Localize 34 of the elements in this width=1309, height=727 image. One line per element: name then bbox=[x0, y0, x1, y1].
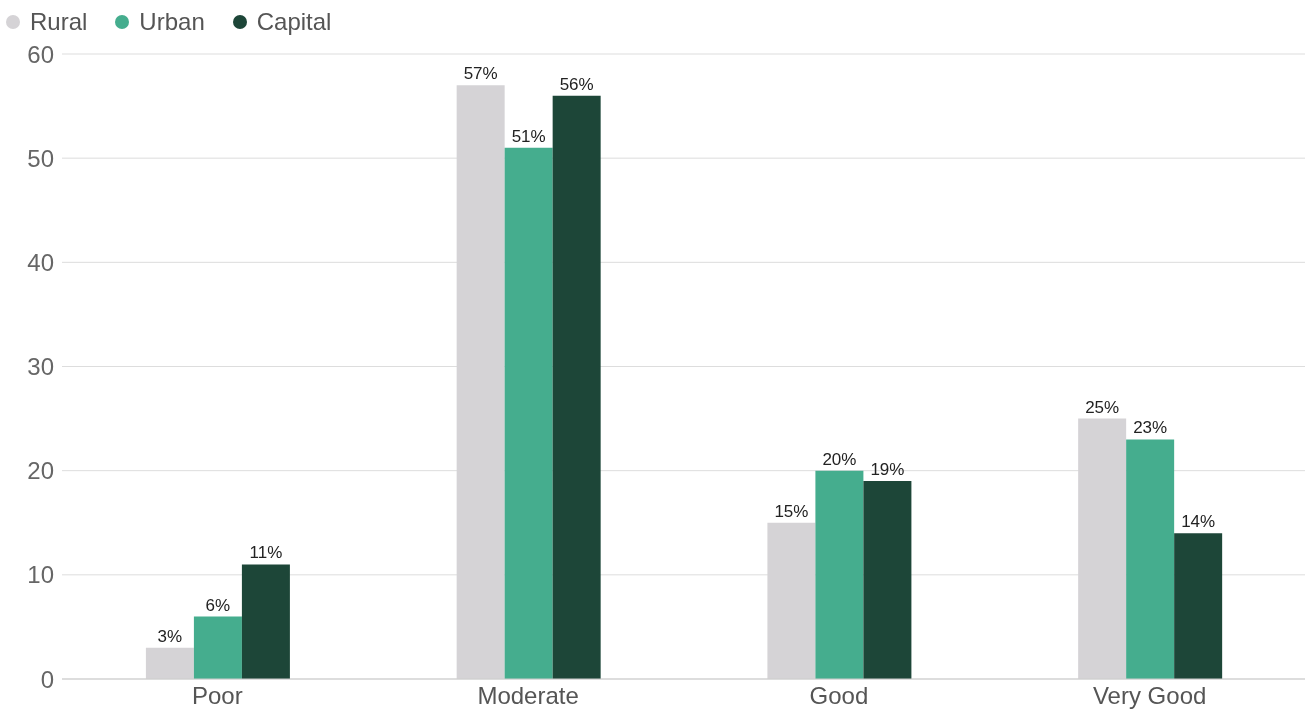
bar bbox=[815, 470, 864, 679]
data-label: 23% bbox=[1133, 418, 1168, 438]
bar bbox=[1174, 533, 1223, 679]
data-label: 57% bbox=[463, 64, 498, 84]
x-tick-label: Poor bbox=[192, 682, 243, 710]
y-tick-label: 0 bbox=[40, 665, 54, 693]
data-label: 56% bbox=[559, 74, 594, 94]
bar bbox=[863, 481, 912, 679]
x-tick-label: Good bbox=[809, 682, 869, 710]
bar bbox=[504, 147, 553, 679]
legend-label: Capital bbox=[256, 8, 332, 36]
bar bbox=[193, 616, 242, 679]
y-tick-label: 40 bbox=[27, 248, 54, 276]
data-label: 20% bbox=[822, 449, 857, 469]
y-tick-label: 50 bbox=[27, 144, 54, 172]
y-tick-label: 20 bbox=[27, 457, 54, 485]
data-label: 25% bbox=[1085, 397, 1120, 417]
data-label: 3% bbox=[157, 626, 183, 646]
data-label: 11% bbox=[249, 543, 283, 563]
bar bbox=[241, 564, 290, 679]
data-label: 6% bbox=[205, 595, 231, 615]
y-tick-label: 10 bbox=[27, 561, 54, 589]
y-tick-label: 60 bbox=[27, 40, 54, 68]
bar bbox=[552, 95, 601, 679]
data-label: 19% bbox=[870, 460, 905, 480]
data-label: 51% bbox=[511, 126, 546, 146]
data-label: 14% bbox=[1181, 512, 1216, 532]
bar bbox=[1126, 439, 1175, 679]
x-tick-label: Very Good bbox=[1092, 682, 1207, 710]
y-tick-label: 30 bbox=[27, 353, 54, 381]
legend-label: Rural bbox=[30, 8, 88, 36]
data-label: 15% bbox=[774, 501, 809, 521]
x-tick-label: Moderate bbox=[477, 682, 579, 710]
legend-label: Urban bbox=[139, 8, 205, 36]
